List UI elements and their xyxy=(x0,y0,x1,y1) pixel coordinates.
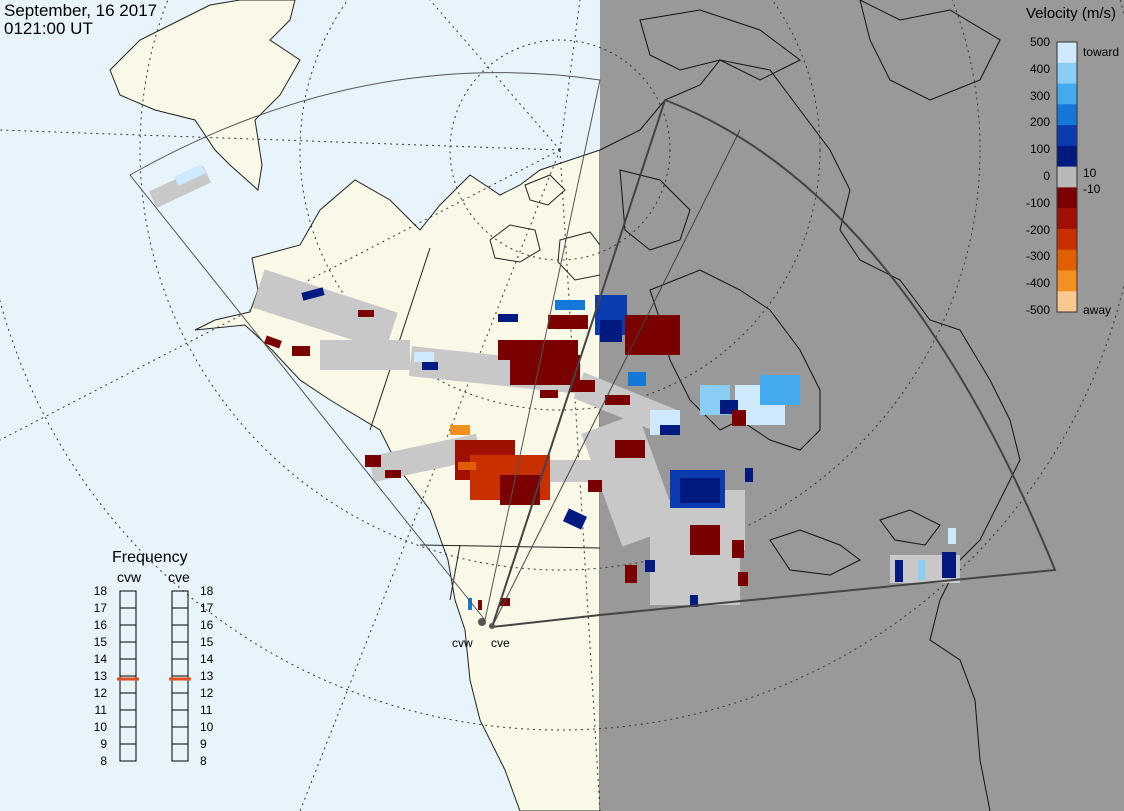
date-label: September, 16 2017 xyxy=(4,1,158,20)
frequency-tick-label: 9 xyxy=(200,737,207,751)
colorbar-swatch xyxy=(1057,83,1077,105)
radar-label-west: cvw xyxy=(452,636,473,650)
colorbar-swatch xyxy=(1057,270,1077,292)
colorbar-swatch xyxy=(1057,187,1077,209)
radar-site-marker xyxy=(489,623,495,629)
frequency-tick-label: 14 xyxy=(200,652,214,666)
frequency-radar-west: cvw xyxy=(117,569,142,585)
frequency-tick-label: 8 xyxy=(200,754,207,768)
frequency-marker xyxy=(117,677,139,681)
frequency-tick-label: 12 xyxy=(93,686,107,700)
velocity-tick-label: -200 xyxy=(1025,222,1050,237)
frequency-tick-label: 16 xyxy=(93,618,107,632)
colorbar-swatch xyxy=(1057,291,1077,313)
velocity-tick-label: 400 xyxy=(1029,61,1050,76)
velocity-tick-label: -300 xyxy=(1025,249,1050,264)
radar-fov xyxy=(129,72,601,621)
political-borders xyxy=(369,247,601,601)
velocity-tick-label: 100 xyxy=(1029,142,1050,157)
velocity-legend-title: Velocity (m/s) xyxy=(1025,5,1116,22)
velocity-tick-label: -400 xyxy=(1025,276,1050,291)
frequency-tick-label: 16 xyxy=(200,618,214,632)
away-label: away xyxy=(1083,303,1112,317)
radar-fov-east xyxy=(490,98,1057,629)
colorbar-swatch xyxy=(1057,166,1077,188)
frequency-tick-label: 10 xyxy=(93,720,107,734)
velocity-scatter xyxy=(174,164,956,610)
frequency-marker xyxy=(169,677,191,681)
velocity-tick-label: -500 xyxy=(1025,303,1050,317)
frequency-tick-label: 10 xyxy=(200,720,214,734)
velocity-tick-label: 200 xyxy=(1029,115,1050,130)
velocity-colorbar xyxy=(1056,41,1078,313)
velocity-tick-label: 300 xyxy=(1029,88,1050,103)
frequency-tick-label: 13 xyxy=(93,669,107,683)
frequency-tick-label: 9 xyxy=(100,737,107,751)
colorbar-swatch xyxy=(1057,208,1077,230)
frequency-tick-label: 12 xyxy=(200,686,214,700)
frequency-tick-label: 13 xyxy=(200,669,214,683)
small-pos-label: 10 xyxy=(1083,166,1097,180)
colorbar-swatch xyxy=(1057,145,1077,168)
colorbar-swatch xyxy=(1057,42,1077,64)
night-region xyxy=(600,0,1124,811)
frequency-title: Frequency xyxy=(112,549,188,566)
coastlines-night xyxy=(599,0,1021,811)
frequency-tick-label: 11 xyxy=(94,703,107,717)
frequency-tick-label: 8 xyxy=(100,754,107,768)
frequency-tick-label: 11 xyxy=(200,703,213,717)
toward-label: toward xyxy=(1083,45,1120,59)
frequency-gauges xyxy=(117,590,191,762)
colorbar-swatch xyxy=(1057,228,1077,251)
frequency-tick-label: 15 xyxy=(93,635,107,649)
frequency-tick-label: 18 xyxy=(93,584,107,598)
velocity-tick-label: 0 xyxy=(1043,169,1050,183)
frequency-tick-label: 17 xyxy=(93,601,107,615)
frequency-tick-label: 17 xyxy=(200,601,214,615)
radar-site-marker xyxy=(478,618,486,626)
colorbar-swatch xyxy=(1057,104,1077,126)
colorbar-swatch xyxy=(1057,125,1077,147)
small-neg-label: -10 xyxy=(1083,182,1101,196)
velocity-tick-label: 500 xyxy=(1029,35,1050,49)
colorbar-swatch xyxy=(1057,62,1077,85)
radar-label-east: cve xyxy=(491,636,510,650)
colorbar-swatch xyxy=(1057,249,1077,271)
frequency-tick-label: 15 xyxy=(200,635,214,649)
velocity-tick-label: -100 xyxy=(1025,195,1050,210)
frequency-tick-label: 14 xyxy=(93,652,107,666)
time-label: 0121:00 UT xyxy=(4,19,93,38)
frequency-radar-east: cve xyxy=(168,569,190,585)
frequency-tick-label: 18 xyxy=(200,584,214,598)
colorbar-border xyxy=(1056,41,1078,313)
